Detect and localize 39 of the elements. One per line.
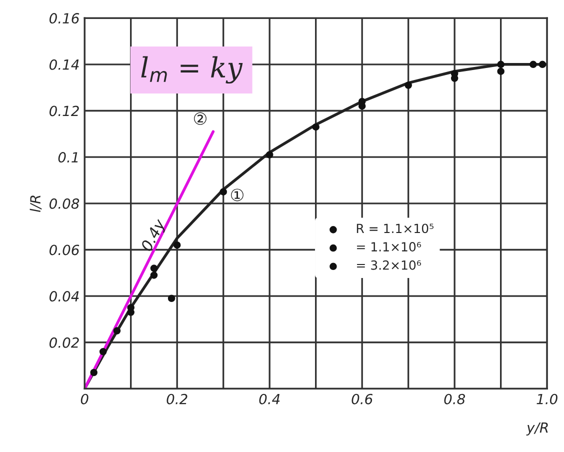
point — [266, 151, 274, 158]
annotation: ① — [230, 188, 244, 202]
point — [530, 60, 537, 68]
y-tick-label: 0.04 — [50, 291, 79, 302]
point — [538, 60, 546, 68]
x-tick-label: 1.0 — [536, 394, 558, 404]
x-tick-label: 0 — [80, 394, 88, 404]
point — [312, 123, 320, 131]
point — [220, 188, 227, 196]
point — [150, 272, 158, 279]
legend-label: R = 1.1×10⁵ — [356, 224, 434, 234]
y-tick-label: 0.06 — [50, 244, 80, 256]
x-tick-label: 0.4 — [259, 394, 280, 404]
legend-label: = 1.1×10⁶ — [357, 242, 422, 252]
annotation: l$_{m}$ = ky — [141, 56, 243, 84]
y-tick-label: 0.12 — [50, 106, 79, 116]
point — [450, 74, 458, 82]
point — [99, 348, 107, 356]
point — [90, 368, 98, 376]
x-tick-label: 0.2 — [166, 394, 188, 404]
y-axis-title: l/R — [30, 196, 42, 212]
y-tick-label: 0.16 — [50, 13, 80, 24]
annotation: 0.4y — [140, 218, 168, 254]
y-tick-label: 0.08 — [50, 198, 80, 209]
x-tick-label: 0.8 — [444, 394, 466, 404]
point — [404, 82, 412, 89]
point — [113, 327, 121, 334]
y-tick-label: 0.14 — [50, 59, 79, 70]
x-tick-label: 0.6 — [352, 394, 373, 404]
point — [497, 60, 504, 68]
y-tick-label: 0.1 — [58, 152, 78, 163]
point — [150, 264, 158, 272]
annotation: ② — [194, 112, 206, 125]
legend-label: = 3.2×10⁶ — [357, 260, 422, 270]
point — [168, 294, 176, 302]
x-axis-title: y/R — [526, 422, 548, 436]
point — [497, 68, 504, 75]
y-tick-label: 0.02 — [50, 337, 79, 348]
point — [173, 241, 181, 249]
